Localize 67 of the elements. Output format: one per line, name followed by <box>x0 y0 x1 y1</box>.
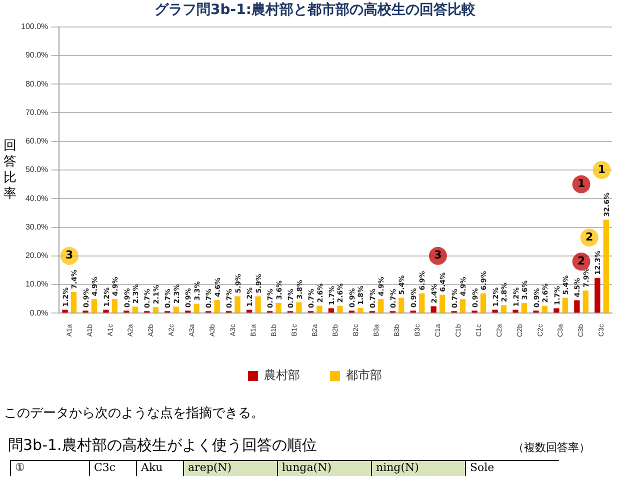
bar <box>430 306 436 313</box>
annotation: 1 <box>577 177 586 190</box>
y-tick-label: 0.0% <box>30 308 48 318</box>
bar <box>214 300 220 313</box>
text: このデータから次のような点を指摘できる。 <box>4 405 264 422</box>
y-tick-label: 70.0% <box>25 108 48 117</box>
bar <box>500 305 507 313</box>
chart-title: グラフ問3b-1:農村部と都市部の高校生の回答比較 <box>154 1 476 18</box>
bar <box>276 302 282 313</box>
bar <box>554 308 560 313</box>
annotation: 2 <box>577 254 586 268</box>
bar <box>594 278 600 313</box>
text: ning(N) <box>371 461 465 476</box>
y-tick-label: 100.0% <box>20 22 48 32</box>
annotation: 2 <box>585 230 594 244</box>
bar <box>234 296 240 313</box>
y-tick-label: 40.0% <box>25 194 48 203</box>
bar <box>132 306 138 313</box>
bar <box>62 310 68 313</box>
text: arep(N) <box>183 461 277 476</box>
bar <box>358 308 364 313</box>
text: 問3b-1.農村部の高校生がよく使う回答の順位 <box>8 436 317 455</box>
legend-label: 農村部 <box>264 368 300 382</box>
text: C3c <box>89 461 136 476</box>
bar <box>439 294 446 313</box>
bar <box>152 307 158 313</box>
text: ① <box>10 461 89 476</box>
bar <box>492 310 498 313</box>
text: Sole <box>465 461 559 476</box>
bar <box>316 306 322 313</box>
y-axis-title: 回答比率 <box>4 138 16 202</box>
annotation: 1 <box>598 162 606 176</box>
bar <box>460 299 466 313</box>
bar <box>480 293 486 313</box>
y-tick-label: 80.0% <box>25 79 48 88</box>
bar <box>103 310 109 313</box>
bar <box>562 298 568 313</box>
bar <box>296 302 302 313</box>
y-tick-label: 60.0% <box>25 136 48 146</box>
y-tick-label: 20.0% <box>25 251 48 260</box>
bar <box>70 292 77 313</box>
legend-label: 都市部 <box>346 368 382 382</box>
annotation: 3 <box>434 248 442 262</box>
y-tick-label: 10.0% <box>25 280 48 289</box>
bar <box>512 310 518 313</box>
bar <box>112 299 118 313</box>
bar <box>337 306 343 313</box>
bar <box>582 290 588 313</box>
bar <box>255 296 261 313</box>
bar <box>194 304 200 313</box>
bar <box>574 300 580 313</box>
y-tick-label: 30.0% <box>25 222 48 232</box>
bar <box>378 299 384 313</box>
bar <box>398 298 404 313</box>
y-tick-label: 50.0% <box>25 165 48 174</box>
text: lunga(N) <box>277 461 371 476</box>
y-tick-label: 90.0% <box>25 50 48 60</box>
annotation: 3 <box>66 248 74 262</box>
bar <box>521 302 528 313</box>
bar <box>173 306 179 313</box>
bar <box>246 310 252 313</box>
bar <box>418 293 425 313</box>
text: （複数回答率） <box>513 440 590 455</box>
bar <box>91 299 98 313</box>
bar <box>542 306 548 313</box>
bar <box>603 220 609 313</box>
text: Aku <box>136 461 183 476</box>
